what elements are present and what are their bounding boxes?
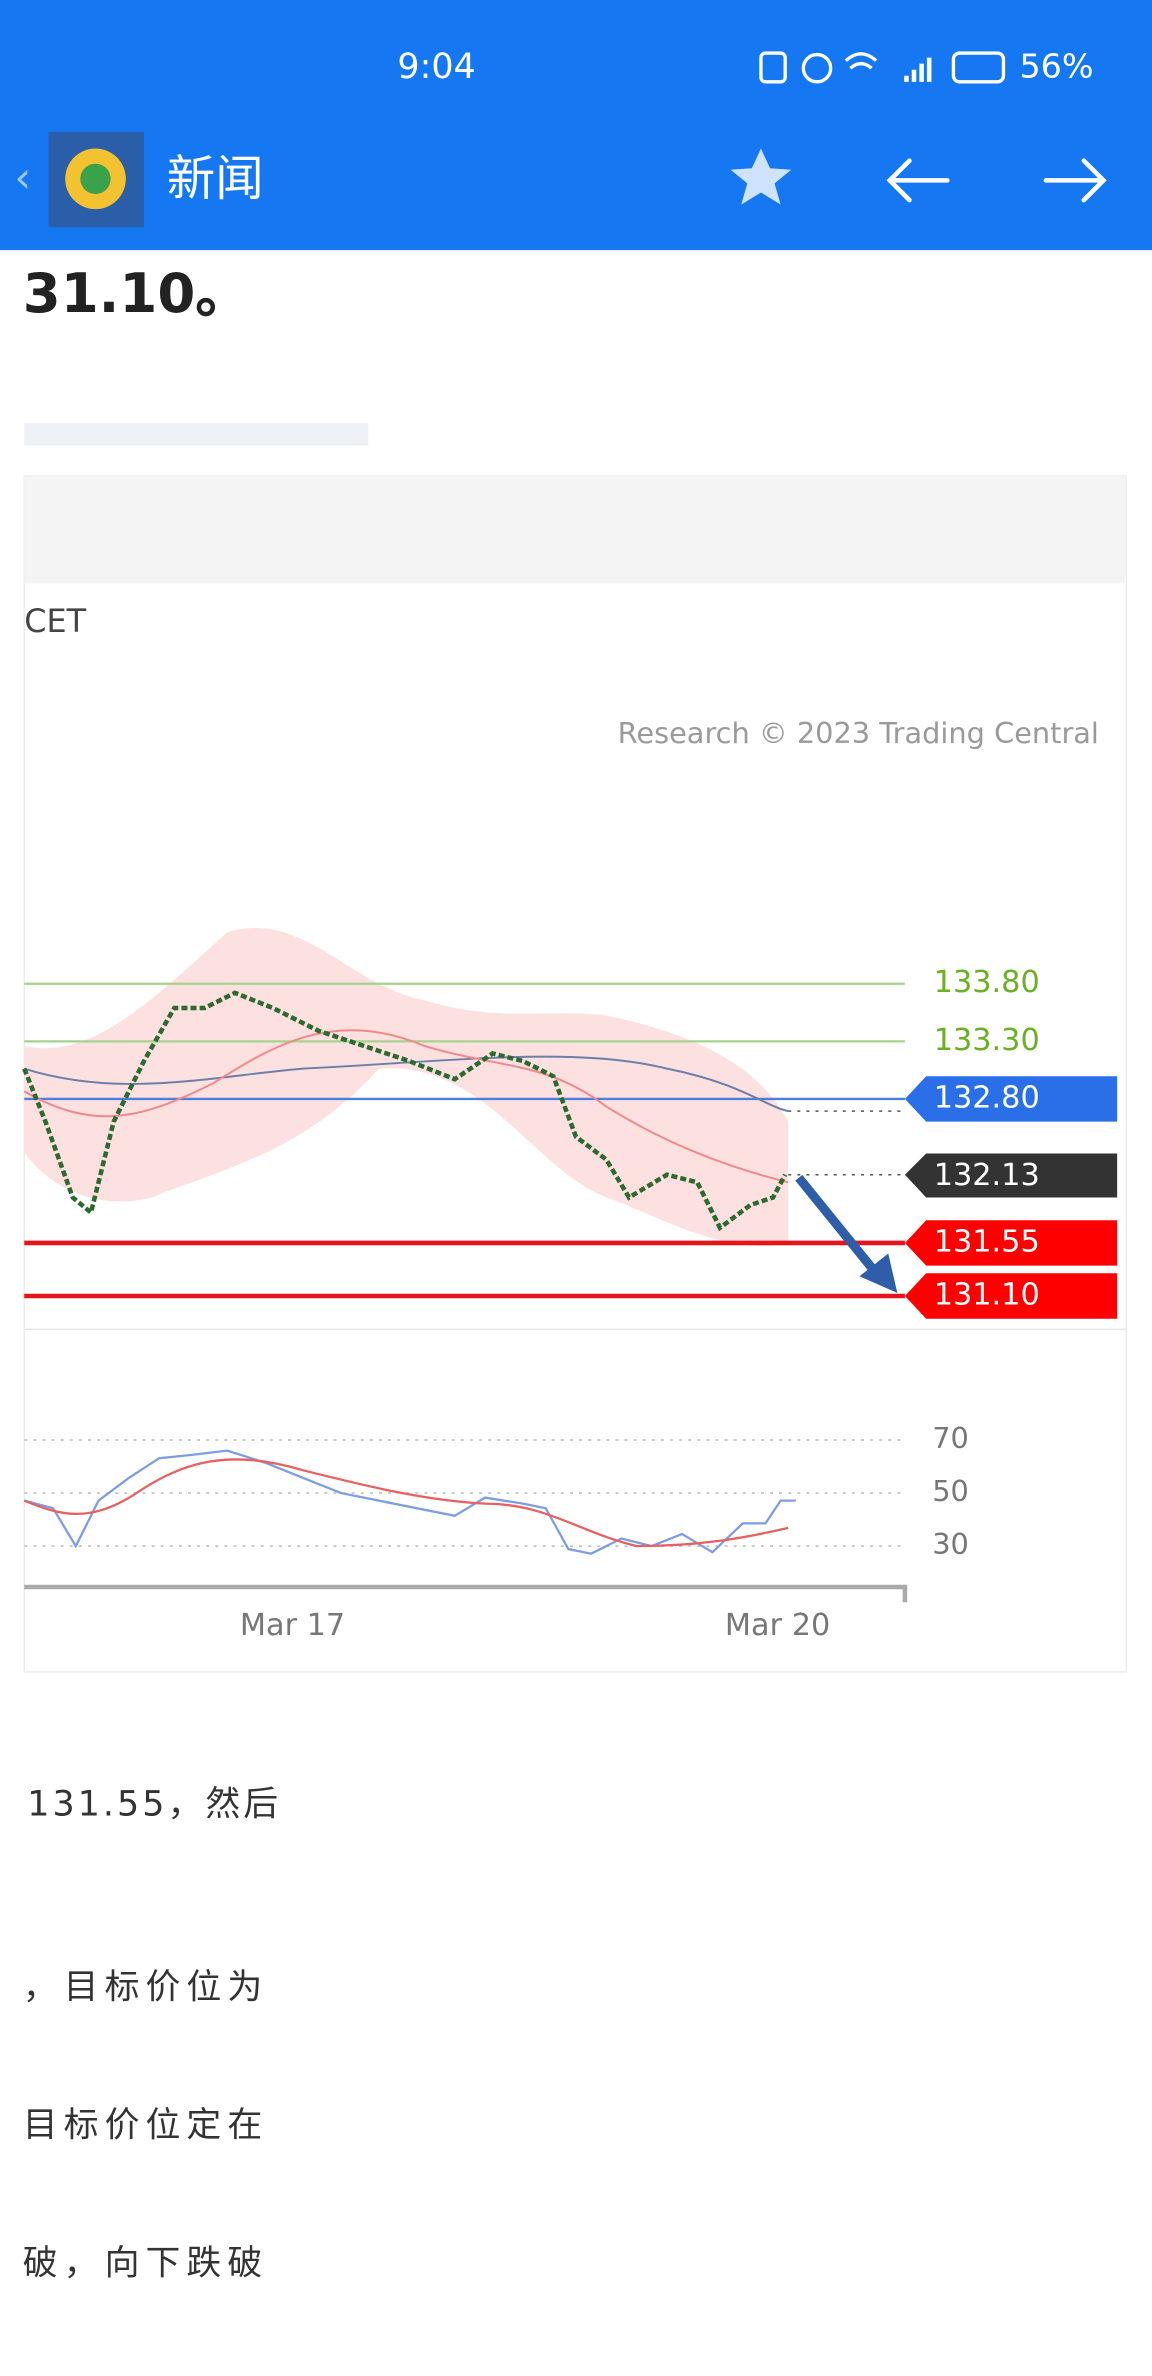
paragraph-line: ，目标价位为	[23, 1968, 269, 2008]
level-tag	[904, 1220, 1118, 1266]
forecast-arrowhead	[859, 1253, 898, 1293]
rsi-tick-label: 30	[932, 1527, 969, 1561]
rsi-line	[23, 1449, 796, 1555]
placeholder-bar	[24, 422, 369, 446]
paragraph-line: 破，向下跌破	[23, 2244, 269, 2284]
level-label: 132.13	[934, 1158, 1040, 1193]
x-tick-label: Mar 17	[240, 1608, 345, 1643]
nav-arrows	[886, 158, 1107, 203]
level-label: 131.10	[934, 1278, 1040, 1313]
bollinger-band	[24, 927, 789, 1246]
level-label: 132.80	[934, 1080, 1040, 1115]
rsi-tick-label: 50	[932, 1474, 969, 1508]
article-heading: 31.10。	[23, 261, 250, 325]
favorite-button[interactable]	[730, 148, 792, 205]
moving-average	[23, 1055, 789, 1113]
level-label: 131.55	[934, 1224, 1040, 1259]
level-tag	[904, 1076, 1118, 1122]
clock: 9:04	[397, 47, 475, 87]
paragraph-line: 目标价位定在	[23, 2106, 269, 2146]
price-candles	[22, 990, 788, 1232]
level-label: 133.30	[934, 1023, 1040, 1058]
chart-header	[24, 475, 1127, 584]
chart-timezone: CET	[24, 602, 86, 640]
x-axis	[24, 1584, 908, 1603]
chart-credit: Research © 2023 Trading Central	[618, 716, 1099, 750]
level-tag	[904, 1273, 1118, 1319]
back-button[interactable]: ‹	[14, 154, 31, 203]
prev-button[interactable]	[886, 158, 950, 203]
app-icon	[48, 131, 144, 228]
rsi-signal	[23, 1458, 789, 1548]
level-label: 133.80	[934, 965, 1040, 1000]
top-bar	[0, 0, 1152, 251]
forecast-arrow	[795, 1174, 880, 1277]
x-tick-label: Mar 20	[725, 1608, 830, 1643]
moving-average	[23, 1029, 789, 1184]
chart-image: CET Research © 2023 Trading Central 133.…	[22, 475, 1127, 1673]
level-tag	[904, 1153, 1118, 1198]
status-icons	[759, 51, 1006, 84]
next-button[interactable]	[1043, 158, 1107, 203]
rsi-tick-label: 70	[932, 1421, 969, 1455]
battery-level: 56%	[1019, 47, 1093, 86]
app-bar-title: 新闻	[167, 151, 264, 207]
paragraph-line: 131.55，然后	[27, 1784, 281, 1824]
